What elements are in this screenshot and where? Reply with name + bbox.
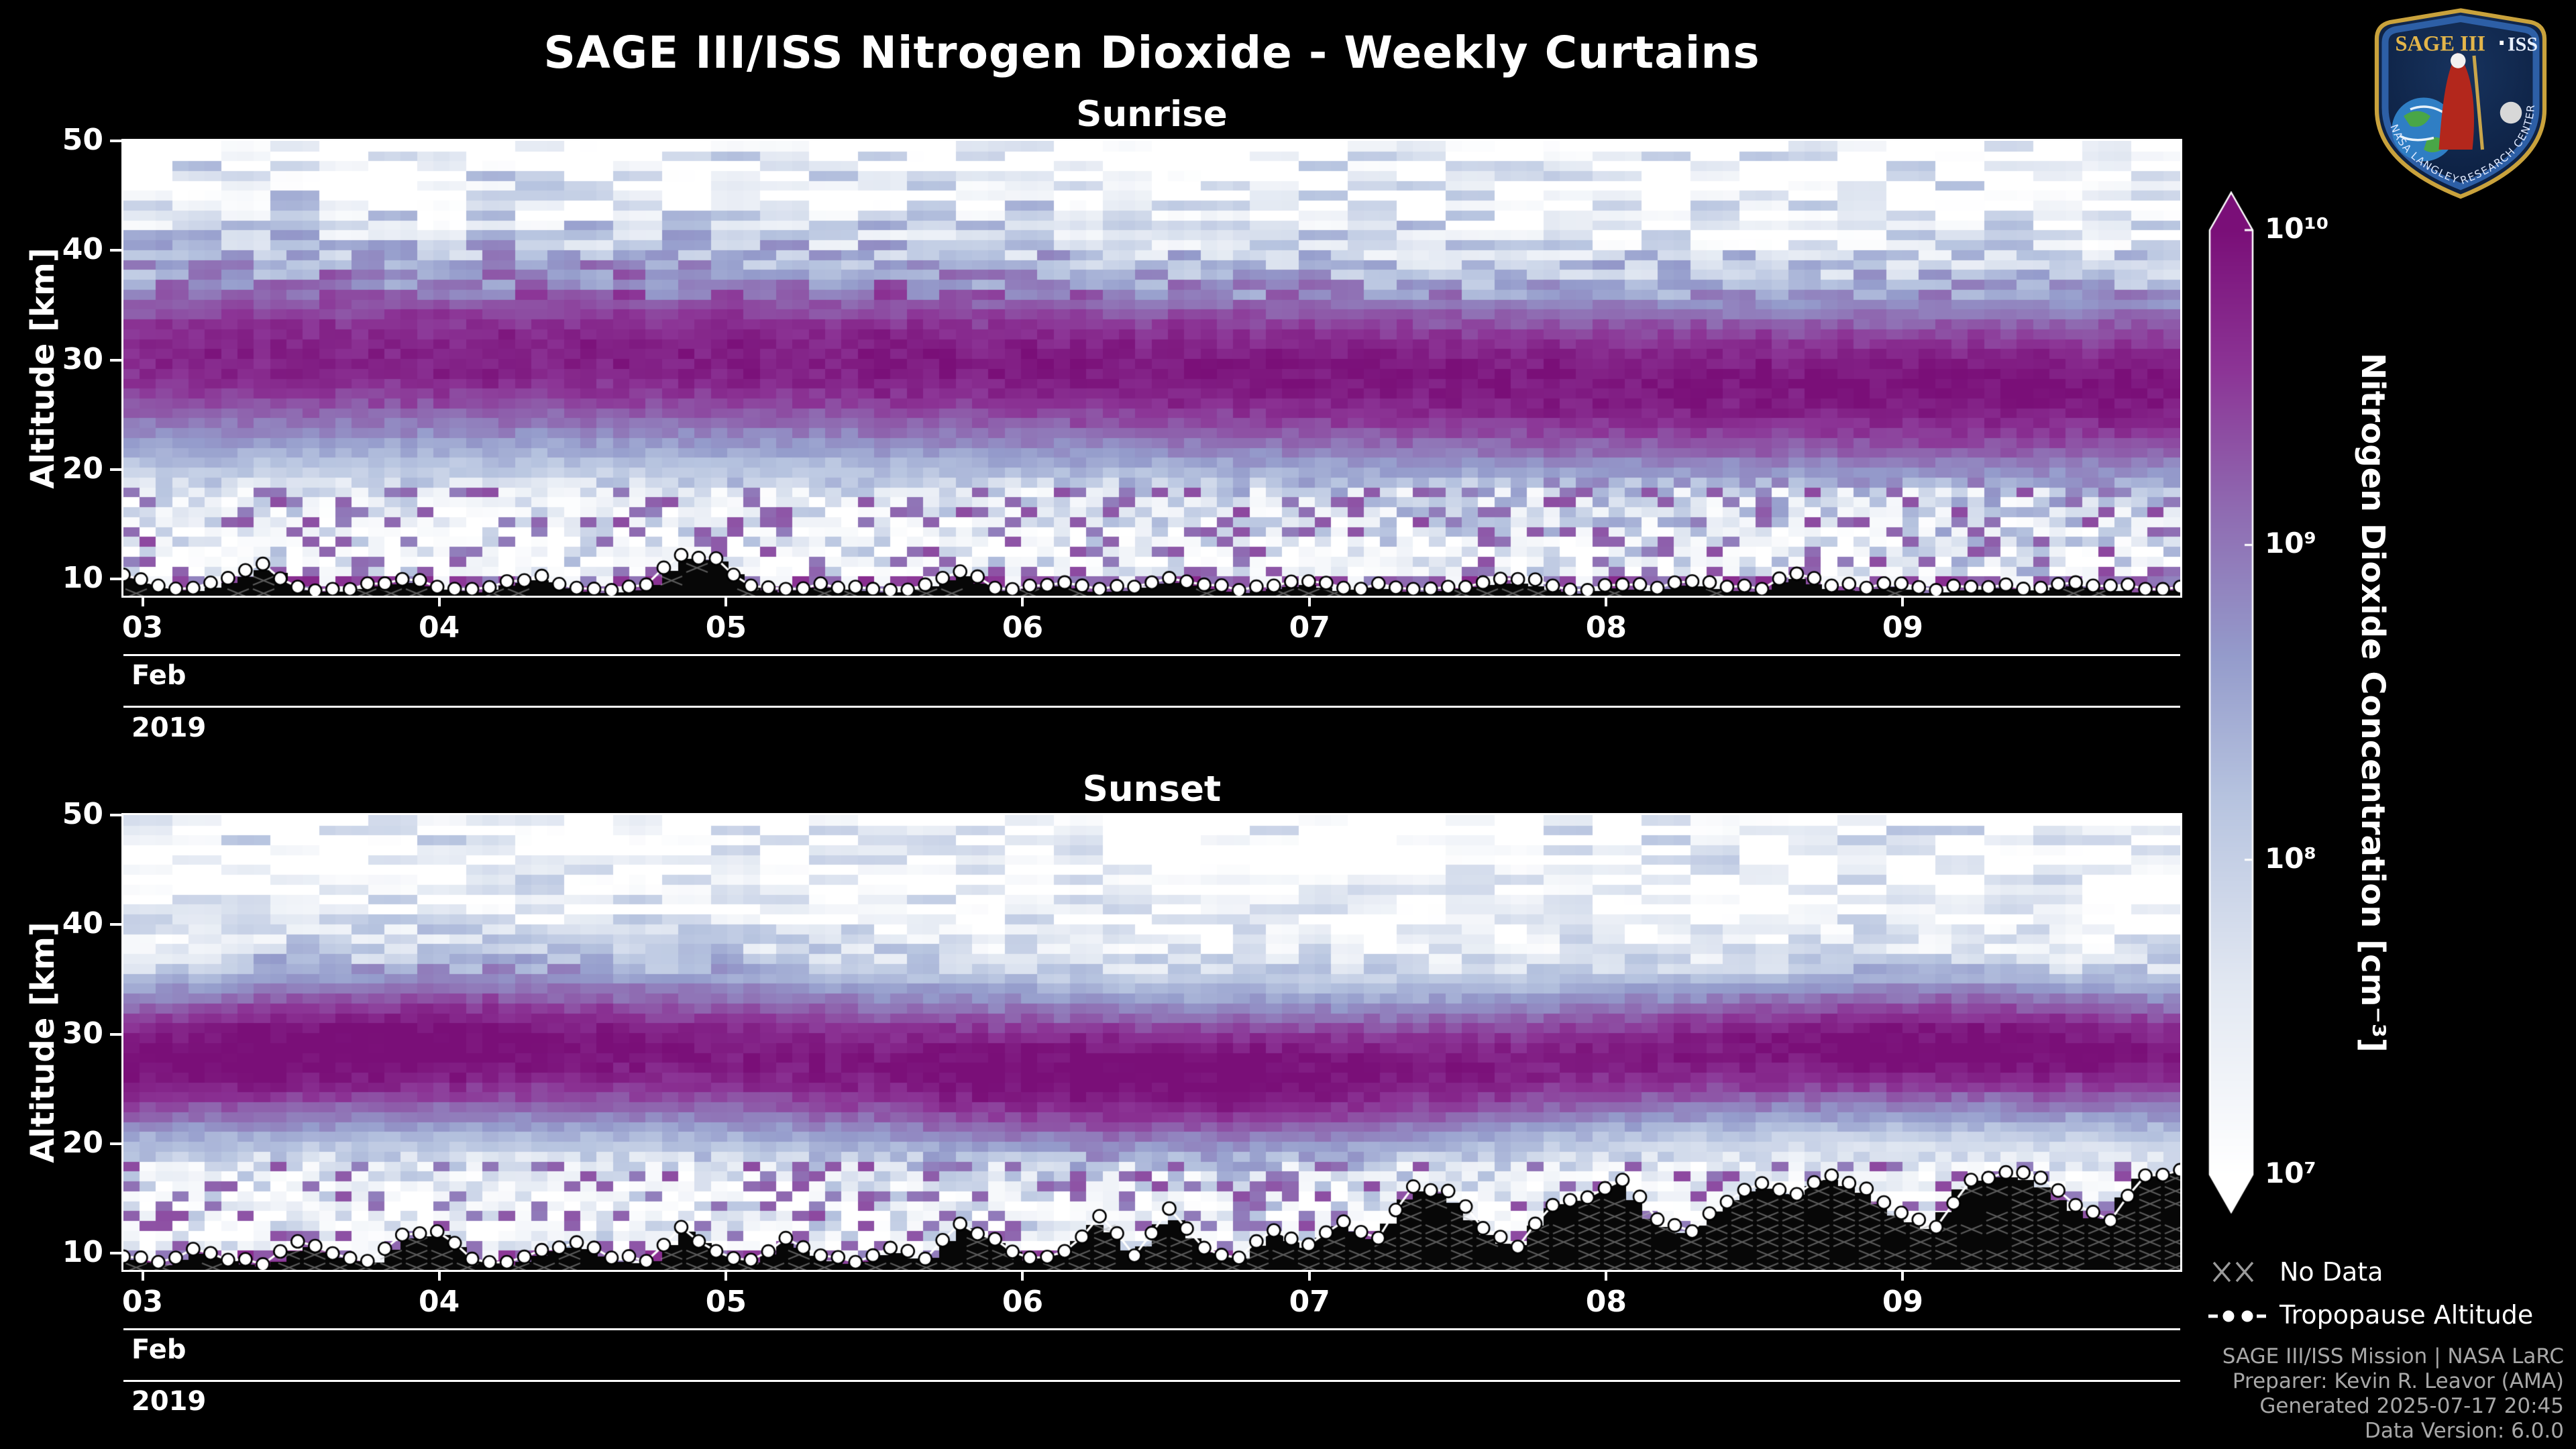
x-tick-mark <box>1605 596 1608 606</box>
x-tick-label: 06 <box>1002 1285 1044 1319</box>
y-tick-mark <box>110 814 121 816</box>
sunrise-date-separator-2 <box>123 706 2180 708</box>
x-tick-label: 09 <box>1882 1285 1924 1319</box>
logo-subtitle: ISS <box>2508 34 2538 56</box>
x-tick-mark <box>1308 596 1311 606</box>
logo-wizard-staff <box>2472 55 2484 150</box>
x-tick-mark <box>1308 1270 1311 1281</box>
figure-title: SAGE III/ISS Nitrogen Dioxide - Weekly C… <box>543 27 1760 78</box>
y-tick-label: 40 <box>62 232 103 267</box>
sunrise-month-offset-label: Feb <box>131 660 186 691</box>
y-tick-label: 20 <box>62 451 103 486</box>
sunrise-date-separator-1 <box>123 654 2180 656</box>
logo-earth-land <box>2404 111 2447 152</box>
colorbar-label: Nitrogen Dioxide Concentration [cm⁻³] <box>2354 352 2392 1053</box>
sunset-year-offset-label: 2019 <box>131 1386 207 1417</box>
y-tick-label: 30 <box>62 341 103 376</box>
no-data-legend-marker <box>2212 1261 2254 1283</box>
x-tick-mark <box>437 596 441 606</box>
x-tick-label: 08 <box>1585 1285 1627 1319</box>
x-tick-mark <box>1021 596 1024 606</box>
colorbar-tick-label: 10⁹ <box>2265 527 2316 560</box>
x-tick-label: 05 <box>705 1285 747 1319</box>
logo-title: SAGE III <box>2396 32 2486 56</box>
tropopause-legend-marker <box>2208 1308 2267 1324</box>
y-tick-mark <box>110 358 121 362</box>
sunset-date-separator-2 <box>123 1380 2180 1382</box>
logo-earth-clouds <box>2400 105 2445 142</box>
logo-separator: · <box>2498 31 2506 56</box>
credit-preparer: Preparer: Kevin R. Leavor (AMA) <box>2232 1369 2564 1393</box>
no-data-legend-label: No Data <box>2279 1257 2383 1287</box>
x-tick-mark <box>724 596 728 606</box>
credit-mission: SAGE III/ISS Mission | NASA LaRC <box>2222 1344 2564 1368</box>
y-tick-label: 40 <box>62 906 103 941</box>
x-tick-label: 09 <box>1882 610 1924 645</box>
y-tick-label: 10 <box>62 1235 103 1270</box>
sunset-heatmap-canvas <box>123 815 2180 1270</box>
x-tick-mark <box>1901 1270 1904 1281</box>
credit-data-version: Data Version: 6.0.0 <box>2364 1419 2564 1443</box>
y-tick-mark <box>110 1142 121 1146</box>
colorbar <box>2208 191 2254 1214</box>
x-tick-mark <box>1901 596 1904 606</box>
x-tick-label: 05 <box>705 610 747 645</box>
x-tick-label: 07 <box>1289 610 1330 645</box>
y-tick-label: 20 <box>62 1126 103 1161</box>
y-tick-mark <box>110 923 121 926</box>
credit-generated: Generated 2025-07-17 20:45 <box>2259 1394 2564 1418</box>
colorbar-tick-label: 10⁸ <box>2265 841 2316 875</box>
logo-wizard-beard <box>2451 53 2466 68</box>
y-tick-label: 50 <box>62 797 103 831</box>
y-tick-mark <box>110 249 121 252</box>
logo-inner-ring <box>2381 15 2540 191</box>
y-tick-label: 10 <box>62 561 103 596</box>
x-tick-mark <box>437 1270 441 1281</box>
colorbar-tick-label: 10¹⁰ <box>2265 212 2329 245</box>
x-tick-mark <box>1021 1270 1024 1281</box>
y-tick-mark <box>110 578 121 581</box>
x-tick-label: 03 <box>121 1285 164 1319</box>
y-tick-mark <box>110 1032 121 1036</box>
y-tick-label: 30 <box>62 1016 103 1051</box>
x-tick-label: 06 <box>1002 610 1044 645</box>
panel-title-sunset: Sunset <box>1082 769 1222 810</box>
x-tick-mark <box>1605 1270 1608 1281</box>
x-tick-label: 08 <box>1585 610 1627 645</box>
sunset-month-offset-label: Feb <box>131 1334 186 1365</box>
y-tick-mark <box>110 1252 121 1255</box>
y-tick-mark <box>110 468 121 472</box>
y-tick-label: 50 <box>62 123 103 157</box>
credits: SAGE III/ISS Mission | NASA LaRC Prepare… <box>2222 1344 2564 1444</box>
x-tick-label: 04 <box>418 610 460 645</box>
sage-iss-logo: SAGE III · ISS NASA LANGLEY RESEARCH CEN… <box>2374 8 2547 199</box>
y-tick-mark <box>110 140 121 142</box>
x-tick-label: 07 <box>1289 1285 1330 1319</box>
logo-moon-icon <box>2500 101 2522 124</box>
tropopause-legend-label: Tropopause Altitude <box>2279 1300 2534 1330</box>
sunrise-heatmap-canvas <box>123 141 2180 596</box>
x-tick-mark <box>141 596 144 606</box>
x-tick-mark <box>141 1270 144 1281</box>
colorbar-tick-label: 10⁷ <box>2265 1157 2316 1189</box>
x-tick-label: 04 <box>418 1285 460 1319</box>
panel-title-sunrise: Sunrise <box>1076 94 1228 135</box>
x-tick-mark <box>724 1270 728 1281</box>
sunrise-year-offset-label: 2019 <box>131 712 207 743</box>
x-tick-label: 03 <box>121 610 164 645</box>
sunset-date-separator-1 <box>123 1328 2180 1330</box>
logo-wizard-figure <box>2438 52 2474 150</box>
